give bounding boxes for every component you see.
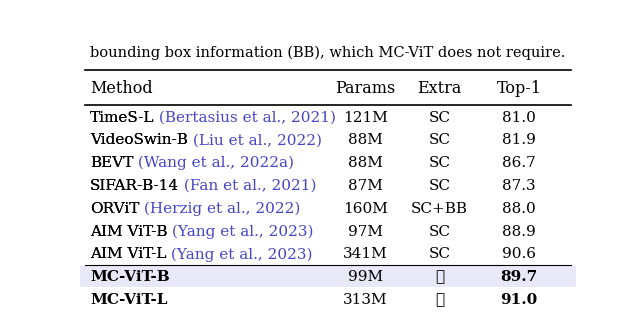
Text: (Fan et al., 2021): (Fan et al., 2021) <box>179 179 317 193</box>
Text: SIFAR-B-14: SIFAR-B-14 <box>90 179 179 193</box>
Text: MC-ViT-L: MC-ViT-L <box>90 293 168 307</box>
Text: 160M: 160M <box>343 202 388 216</box>
Text: 341M: 341M <box>343 248 388 261</box>
Text: AIM ViT-L: AIM ViT-L <box>90 248 166 261</box>
Text: 313M: 313M <box>343 293 387 307</box>
Text: (Yang et al., 2023): (Yang et al., 2023) <box>166 247 313 262</box>
Text: ORViT: ORViT <box>90 202 140 216</box>
Text: Top-1: Top-1 <box>497 80 541 97</box>
Text: SC: SC <box>429 248 451 261</box>
Text: 88M: 88M <box>348 156 383 170</box>
Text: ✗: ✗ <box>435 270 444 284</box>
Text: SC+BB: SC+BB <box>411 202 468 216</box>
Text: (Liu et al., 2022): (Liu et al., 2022) <box>188 133 322 147</box>
Text: AIM ViT-B: AIM ViT-B <box>90 225 168 239</box>
Text: TimeS-L: TimeS-L <box>90 111 154 125</box>
Text: AIM ViT-B: AIM ViT-B <box>90 225 168 239</box>
Text: 88.0: 88.0 <box>502 202 536 216</box>
Text: 89.7: 89.7 <box>500 270 538 284</box>
Text: VideoSwin-B: VideoSwin-B <box>90 133 188 147</box>
Text: ORViT: ORViT <box>90 202 140 216</box>
Text: 88M: 88M <box>348 133 383 147</box>
Text: ✗: ✗ <box>435 293 444 307</box>
Text: 121M: 121M <box>343 111 388 125</box>
Text: SIFAR-B-14: SIFAR-B-14 <box>90 179 179 193</box>
Bar <box>80 289 576 311</box>
Text: 97M: 97M <box>348 225 383 239</box>
Text: 99M: 99M <box>348 270 383 284</box>
Text: VideoSwin-B: VideoSwin-B <box>90 133 188 147</box>
Text: (Wang et al., 2022a): (Wang et al., 2022a) <box>133 156 294 170</box>
Text: BEVT: BEVT <box>90 156 133 170</box>
Text: SC: SC <box>429 111 451 125</box>
Text: AIM ViT-L: AIM ViT-L <box>90 248 166 261</box>
Text: 86.7: 86.7 <box>502 156 536 170</box>
Text: Method: Method <box>90 80 152 97</box>
Text: TimeS-L: TimeS-L <box>90 111 154 125</box>
Text: (Herzig et al., 2022): (Herzig et al., 2022) <box>140 202 301 216</box>
Text: Extra: Extra <box>417 80 462 97</box>
Bar <box>80 266 576 288</box>
Text: bounding box information (BB), which MC-ViT does not require.: bounding box information (BB), which MC-… <box>90 46 566 61</box>
Text: (Yang et al., 2023): (Yang et al., 2023) <box>168 224 314 239</box>
Text: BEVT: BEVT <box>90 156 133 170</box>
Text: 81.9: 81.9 <box>502 133 536 147</box>
Text: 81.0: 81.0 <box>502 111 536 125</box>
Text: SC: SC <box>429 179 451 193</box>
Text: 91.0: 91.0 <box>500 293 538 307</box>
Text: SC: SC <box>429 225 451 239</box>
Text: Params: Params <box>335 80 396 97</box>
Text: 90.6: 90.6 <box>502 248 536 261</box>
Text: 88.9: 88.9 <box>502 225 536 239</box>
Text: 87M: 87M <box>348 179 383 193</box>
Text: 87.3: 87.3 <box>502 179 536 193</box>
Text: MC-ViT-B: MC-ViT-B <box>90 270 170 284</box>
Text: (Bertasius et al., 2021): (Bertasius et al., 2021) <box>154 111 337 125</box>
Text: SC: SC <box>429 156 451 170</box>
Text: SC: SC <box>429 133 451 147</box>
